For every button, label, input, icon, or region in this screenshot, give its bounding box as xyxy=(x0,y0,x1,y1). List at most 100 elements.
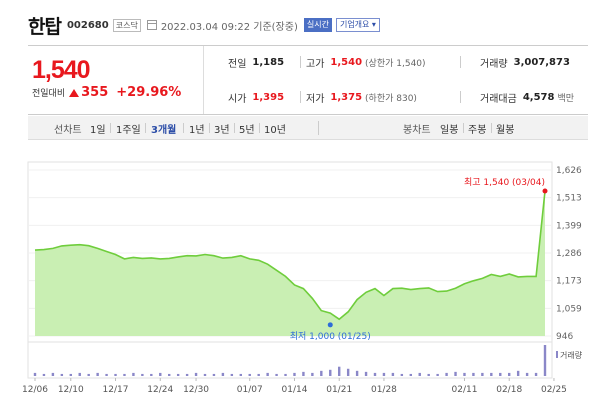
volume-bar xyxy=(248,373,251,376)
max-annotation: 최고 1,540 (03/04) xyxy=(464,177,545,188)
volume-bar xyxy=(141,373,144,376)
candle-monthly[interactable]: 월봉 xyxy=(496,125,515,136)
volume-bar xyxy=(427,373,430,376)
volume-bar xyxy=(33,372,37,376)
divider xyxy=(183,123,184,133)
x-tick-label: 01/07 xyxy=(237,385,263,395)
change-amount: 355 xyxy=(81,85,109,100)
volume-frame xyxy=(27,341,553,379)
y-tick-label: 1,059 xyxy=(556,304,582,314)
divider xyxy=(234,123,235,133)
y-tick-label: 1,286 xyxy=(556,249,582,259)
price-area xyxy=(35,191,545,336)
volume-bar xyxy=(42,373,46,376)
volume-bar xyxy=(266,372,269,376)
volume-value: 3,007,873 xyxy=(513,57,570,68)
y-tick-label: 1,173 xyxy=(556,277,582,287)
divider xyxy=(318,121,319,135)
x-tick-label: 12/17 xyxy=(103,385,129,395)
amount-label: 거래대금 xyxy=(480,94,517,105)
period-1w[interactable]: 1주일 xyxy=(116,125,141,136)
volume-bar xyxy=(212,373,216,376)
min-marker xyxy=(327,322,333,328)
price-chart: 1,626 1,513 1,399 1,286 1,173 1,059 946 최고 1,54… xyxy=(22,161,583,395)
volume-bar xyxy=(454,371,457,376)
volume-bar xyxy=(51,372,55,376)
volume-legend-label: 거래량 xyxy=(560,350,583,360)
change-row: 전일대비 355 +29.96% xyxy=(32,85,181,100)
change-percent: +29.96% xyxy=(116,85,182,100)
divider xyxy=(300,91,301,103)
volume-bar xyxy=(123,373,126,376)
volume-bar xyxy=(60,373,64,376)
realtime-button[interactable]: 실시간 xyxy=(303,18,332,32)
divider xyxy=(463,123,464,133)
divider xyxy=(300,56,301,68)
price-area: 1,540 전일대비 355 +29.96% xyxy=(28,46,204,114)
volume-bar xyxy=(364,371,368,376)
volume-bar xyxy=(69,373,72,376)
min-annotation: 최저 1,000 (01/25) xyxy=(290,331,371,342)
volume-bar xyxy=(320,370,323,376)
volume-bar xyxy=(481,372,484,376)
divider xyxy=(145,123,146,133)
volume-bar xyxy=(338,366,341,376)
volume-bar xyxy=(168,373,171,376)
volume-bar xyxy=(355,370,359,376)
x-tick-label: 02/25 xyxy=(541,385,567,395)
prev-close: 전일 1,185 xyxy=(228,55,284,70)
volume-bar xyxy=(159,372,162,376)
high: 고가 1,540 (상한가 1,540) xyxy=(306,55,426,70)
volume-bar xyxy=(257,373,260,376)
company-overview-button[interactable]: 기업개요 ▾ xyxy=(335,18,380,32)
high-value: 1,540 xyxy=(330,57,363,68)
volume: 거래량 3,007,873 xyxy=(480,55,570,70)
period-1y[interactable]: 1년 xyxy=(189,125,205,136)
candle-chart-label: 봉차트 xyxy=(403,125,431,136)
y-tick-label: 946 xyxy=(556,332,573,342)
price-line xyxy=(34,190,546,321)
price-info-box: 1,540 전일대비 355 +29.96% 전일 1,185 고가 1,540… xyxy=(28,45,588,115)
volume-bar xyxy=(445,372,448,376)
prev-close-value: 1,185 xyxy=(252,57,285,68)
stock-name: 한탑 xyxy=(28,15,62,38)
trade-amount: 거래대금 4,578 백만 xyxy=(480,90,574,105)
line-chart-label: 선차트 xyxy=(54,125,82,136)
volume-bar xyxy=(150,373,153,376)
period-5y[interactable]: 5년 xyxy=(239,125,255,136)
volume-bar xyxy=(418,372,421,376)
high-label: 고가 xyxy=(306,59,325,70)
up-arrow-icon xyxy=(69,88,80,97)
x-tick-label: 12/24 xyxy=(147,385,173,395)
period-3m[interactable]: 3개월 xyxy=(151,125,177,136)
candle-daily[interactable]: 일봉 xyxy=(440,125,459,136)
volume-bar xyxy=(391,372,395,376)
amount-value: 4,578 xyxy=(522,92,555,103)
x-tick-label: 02/18 xyxy=(496,385,522,395)
period-3y[interactable]: 3년 xyxy=(214,125,230,136)
x-tick-label: 01/21 xyxy=(326,385,352,395)
change-label: 전일대비 xyxy=(32,89,66,99)
candle-weekly[interactable]: 주봉 xyxy=(468,125,487,136)
period-1d[interactable]: 1일 xyxy=(90,125,106,136)
max-marker xyxy=(542,188,548,194)
volume-bar xyxy=(525,372,529,376)
volume-bar xyxy=(373,372,377,376)
volume-legend-swatch xyxy=(556,351,558,358)
volume-bar xyxy=(534,372,538,376)
volume-bar xyxy=(185,373,189,376)
volume-bar xyxy=(508,372,511,376)
volume-bar xyxy=(96,372,99,376)
volume-bar xyxy=(516,370,520,376)
volume-bar xyxy=(293,372,296,376)
y-tick-label: 1,399 xyxy=(556,221,582,231)
volume-bar xyxy=(284,373,287,376)
period-10y[interactable]: 10년 xyxy=(264,125,286,136)
divider xyxy=(491,123,492,133)
divider xyxy=(110,123,111,133)
market-badge: 코스닥 xyxy=(112,18,141,32)
volume-bar xyxy=(132,372,135,376)
y-tick-label: 1,513 xyxy=(556,194,582,204)
volume-bar xyxy=(87,373,90,376)
stock-header: 한탑 002680 코스닥 2022.03.04 09:22 기준(장중) 실시… xyxy=(28,12,380,38)
